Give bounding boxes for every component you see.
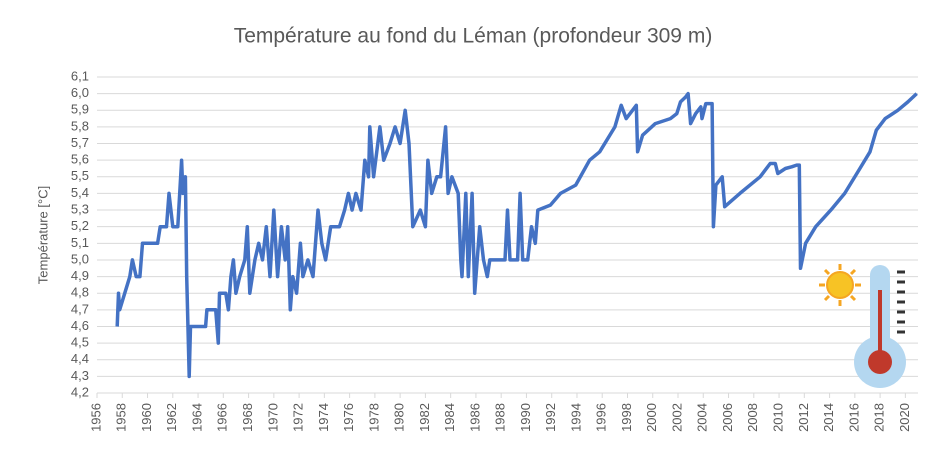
y-tick-label: 5,2 — [71, 218, 89, 233]
x-tick-label: 1978 — [366, 403, 381, 432]
x-tick-label: 1962 — [164, 403, 179, 432]
x-tick-label: 1998 — [619, 403, 634, 432]
x-tick-label: 1996 — [594, 403, 609, 432]
y-tick-label: 4,9 — [71, 268, 89, 283]
x-tick-label: 1974 — [316, 403, 331, 432]
x-tick-label: 2018 — [872, 403, 887, 432]
x-tick-label: 2002 — [669, 403, 684, 432]
x-tick-label: 1968 — [240, 403, 255, 432]
x-tick-label: 1990 — [518, 403, 533, 432]
x-tick-label: 1976 — [341, 403, 356, 432]
x-tick-label: 1958 — [114, 403, 129, 432]
thermometer-icon — [819, 264, 906, 388]
x-tick-label: 1988 — [493, 403, 508, 432]
y-tick-label: 4,8 — [71, 285, 89, 300]
y-tick-label: 5,9 — [71, 102, 89, 117]
x-tick-label: 2000 — [644, 403, 659, 432]
x-tick-label: 2020 — [897, 403, 912, 432]
x-tick-label: 1984 — [442, 403, 457, 432]
data-line — [115, 91, 918, 379]
x-tick-label: 1964 — [189, 403, 204, 432]
x-tick-label: 2006 — [720, 403, 735, 432]
y-tick-label: 5,5 — [71, 168, 89, 183]
x-tick-label: 1972 — [291, 403, 306, 432]
y-tick-label: 5,4 — [71, 185, 89, 200]
x-tick-label: 1986 — [467, 403, 482, 432]
x-tick-label: 2016 — [846, 403, 861, 432]
x-tick-label: 2012 — [796, 403, 811, 432]
x-tick-label: 2014 — [821, 403, 836, 432]
y-tick-label: 6,0 — [71, 85, 89, 100]
y-tick-label: 6,1 — [71, 68, 89, 83]
x-tick-label: 1966 — [215, 403, 230, 432]
x-tick-label: 1970 — [265, 403, 280, 432]
x-tick-label: 1960 — [139, 403, 154, 432]
thermo-red — [868, 350, 892, 374]
y-tick-label: 4,4 — [71, 351, 89, 366]
chart-title: Température au fond du Léman (profondeur… — [234, 25, 713, 48]
y-tick-label: 5,0 — [71, 251, 89, 266]
sun — [819, 264, 861, 306]
x-tick-label: 1994 — [568, 403, 583, 432]
y-tick-label: 5,8 — [71, 118, 89, 133]
y-tick-label: 4,5 — [71, 335, 89, 350]
y-tick-label: 4,2 — [71, 384, 89, 399]
y-axis-label: Température [°C] — [35, 186, 50, 284]
x-tick-label: 2010 — [770, 403, 785, 432]
x-tick-label: 2004 — [695, 403, 710, 432]
x-tick-label: 1980 — [392, 403, 407, 432]
thermo-scale — [897, 270, 905, 334]
y-tick-label: 4,6 — [71, 318, 89, 333]
y-tick-label: 5,3 — [71, 201, 89, 216]
x-tick-label: 1992 — [543, 403, 558, 432]
y-tick-label: 4,7 — [71, 301, 89, 316]
x-tick-label: 1956 — [88, 403, 103, 432]
x-tick-label: 1982 — [417, 403, 432, 432]
thermo-fill — [878, 290, 882, 356]
x-tick-label: 2008 — [745, 403, 760, 432]
y-tick-label: 5,6 — [71, 152, 89, 167]
y-tick-label: 5,7 — [71, 135, 89, 150]
sun-core — [826, 271, 854, 299]
y-tick-label: 5,1 — [71, 235, 89, 250]
y-tick-label: 4,3 — [71, 368, 89, 383]
